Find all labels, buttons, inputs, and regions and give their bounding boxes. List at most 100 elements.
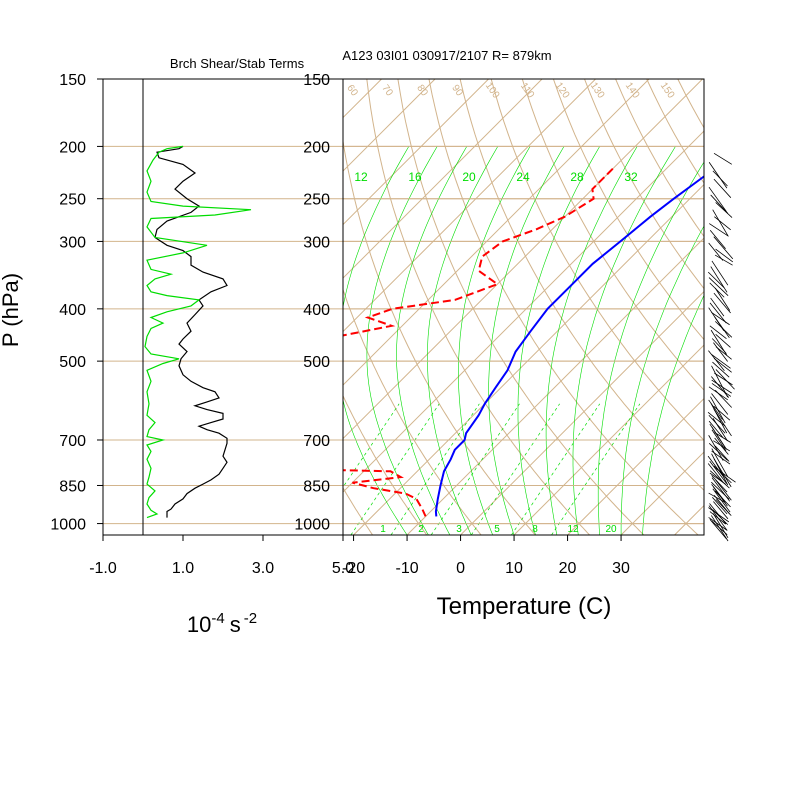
- isotherm-label: 60: [344, 83, 360, 99]
- mixing-ratio-label: 32: [624, 170, 638, 184]
- wind-barb: [713, 178, 732, 198]
- dry-adiabat: [343, 486, 374, 535]
- left-y-tick-label: 1000: [50, 517, 86, 534]
- dry-adiabat: [709, 79, 800, 535]
- left-y-tick-label: 200: [59, 139, 86, 156]
- left-x-tick-label: 5.0: [332, 560, 354, 577]
- skew-t-y-tick-label: 300: [303, 234, 330, 251]
- skew-t-x-axis-label: Temperature (C): [437, 593, 612, 620]
- skew-t-y-tick-label: 250: [303, 192, 330, 209]
- wind-barb: [711, 448, 728, 477]
- dry-adiabat: [343, 138, 536, 535]
- wind-barb: [708, 399, 723, 420]
- isotherm-label: 90: [449, 83, 465, 99]
- skew-t-y-tick-label: 500: [303, 354, 330, 371]
- isotherm: [728, 79, 800, 535]
- wind-barb: [708, 350, 725, 372]
- skew-t-x-tick-label: 0: [456, 560, 465, 577]
- wind-barb: [709, 519, 727, 540]
- moist-adiabat: [572, 146, 676, 535]
- isotherm-label: 120: [553, 81, 572, 101]
- wind-barb: [711, 484, 726, 502]
- isotherm: [343, 79, 650, 386]
- mixing-ratio-line: [470, 403, 560, 535]
- left-y-tick-label: 300: [59, 234, 86, 251]
- isotherm: [343, 79, 596, 333]
- dry-adiabat: [677, 79, 704, 129]
- wind-barb: [713, 292, 731, 314]
- moist-adiabat: [642, 294, 704, 535]
- wind-barb: [708, 517, 728, 531]
- wind-barb: [715, 346, 732, 360]
- dry-adiabat: [209, 79, 318, 535]
- wind-barb: [715, 202, 733, 218]
- wind-barb: [708, 386, 728, 401]
- skew-t-y-tick-label: 700: [303, 433, 330, 450]
- isotherm-label: 100: [483, 81, 502, 101]
- wind-barb: [714, 437, 729, 455]
- mixing-ratio-label: 16: [408, 170, 422, 184]
- moist-adiabat: [545, 146, 638, 535]
- mixing-ratio-label: 12: [354, 170, 368, 184]
- dry-adiabat: [397, 79, 645, 535]
- wind-barb: [711, 354, 731, 369]
- wind-barb: [714, 216, 731, 231]
- wind-barb: [713, 494, 730, 515]
- isotherm: [343, 79, 436, 172]
- isotherm: [513, 344, 704, 535]
- moist-adiabat: [343, 146, 410, 535]
- wind-barb: [710, 402, 728, 434]
- left-y-tick-label: 150: [59, 72, 86, 89]
- moist-adiabat: [488, 146, 565, 535]
- dry-adiabat: [615, 79, 704, 238]
- wind-barb: [711, 429, 727, 452]
- dry-adiabat: [343, 394, 428, 535]
- wind-barb: [711, 453, 729, 486]
- mixing-ratio-label: 12: [567, 524, 579, 535]
- skew-t-x-tick-label: 20: [559, 560, 577, 577]
- wind-barb: [711, 383, 732, 397]
- isotherm: [460, 290, 704, 535]
- wind-barb: [711, 379, 732, 394]
- wind-barb: [709, 470, 730, 489]
- dry-adiabat: [584, 79, 704, 290]
- x-label-exp2: -2: [244, 610, 257, 627]
- left-y-tick-label: 250: [59, 192, 86, 209]
- wind-barb: [711, 393, 729, 415]
- svg-text:10-4s-2: 10-4 s -2: [187, 610, 257, 637]
- wind-barb: [708, 415, 726, 434]
- wind-barb: [707, 411, 726, 427]
- skew-t-x-tick-label: 30: [612, 560, 630, 577]
- wind-barb: [714, 254, 733, 266]
- mixing-ratio-label: 3: [456, 524, 462, 535]
- skew-t-y-tick-label: 150: [303, 72, 330, 89]
- isotherm: [0, 79, 328, 535]
- dry-adiabat: [646, 79, 704, 184]
- moist-adiabat: [366, 146, 438, 535]
- isotherm-label: 70: [379, 83, 395, 99]
- left-x-tick-label: 3.0: [252, 560, 274, 577]
- wind-barb: [713, 501, 729, 520]
- moist-adiabat: [458, 146, 531, 535]
- wind-barb: [714, 372, 733, 386]
- moist-adiabat: [517, 146, 600, 535]
- wind-barb: [708, 435, 724, 461]
- mixing-ratio-label: 1: [380, 524, 386, 535]
- skew-t-y-tick-label: 200: [303, 139, 330, 156]
- wind-barb: [715, 334, 731, 348]
- wind-barb: [711, 312, 730, 326]
- mixing-ratio-label: 20: [605, 524, 617, 535]
- wind-barb: [712, 209, 729, 237]
- wind-barb: [707, 455, 725, 479]
- wind-barb: [709, 503, 727, 525]
- isotherm-label: 80: [414, 83, 430, 99]
- wind-barb: [711, 260, 729, 286]
- left-y-tick-label: 850: [59, 478, 86, 495]
- isotherm: [620, 451, 704, 535]
- wind-barb: [713, 405, 731, 421]
- wind-barb: [708, 162, 728, 189]
- wind-barb: [707, 271, 725, 289]
- isotherm: [343, 79, 543, 279]
